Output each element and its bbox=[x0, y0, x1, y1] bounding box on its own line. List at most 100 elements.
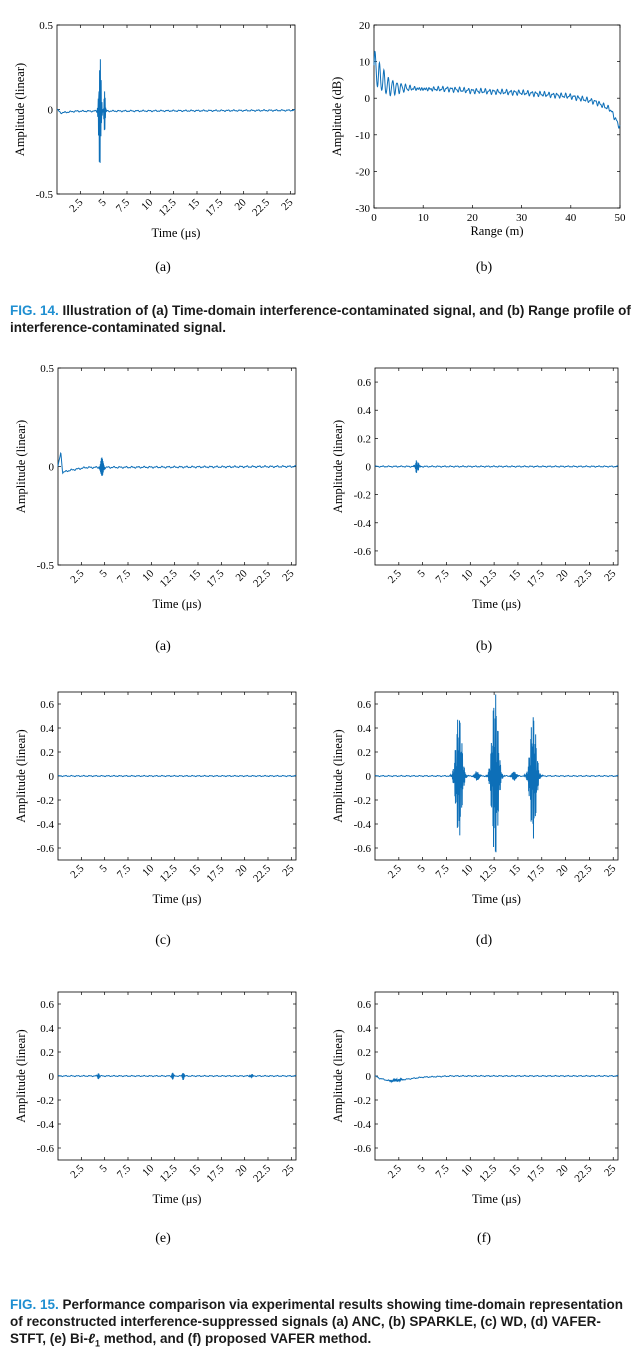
fig15d-xtick-label: 25 bbox=[602, 862, 619, 879]
fig15c-xtick-label: 12.5 bbox=[158, 862, 180, 884]
fig15d-ytick-label: -0.6 bbox=[354, 843, 372, 855]
fig15e-chart: -0.6 -0.4 -0.2 0 0.2 0.4 0.6 2.5 5 7.5 10 12.5 15 17.… bbox=[14, 991, 297, 1246]
fig15c-ytick-label: 0.4 bbox=[40, 723, 54, 735]
fig15e-ylabel: Amplitude (linear) bbox=[14, 1029, 28, 1122]
fig15f-ytick-label: 0.6 bbox=[357, 999, 371, 1011]
fig15c-xtick-label: 7.5 bbox=[115, 862, 134, 881]
fig15b-ytick-label: -0.6 bbox=[354, 546, 372, 558]
fig14b-ytick-label: -20 bbox=[355, 166, 370, 178]
fig15f-xtick-label: 2.5 bbox=[386, 1162, 405, 1181]
fig15e-xtick-label: 25 bbox=[280, 1162, 297, 1179]
fig15-caption-l1: ℓ bbox=[88, 1331, 95, 1346]
fig15-caption-text-post: method, and (f) proposed VAFER method. bbox=[99, 1331, 372, 1346]
fig15b-xtick-label: 20 bbox=[554, 567, 571, 584]
fig15f-chart: -0.6 -0.4 -0.2 0 0.2 0.4 0.6 2.5 5 7.5 10 12.5 15 17.… bbox=[331, 991, 619, 1246]
fig15c-xtick-label: 5 bbox=[97, 862, 110, 875]
fig15e-xtick-label: 20 bbox=[234, 1162, 251, 1179]
fig15d-xtick-label: 2.5 bbox=[386, 862, 405, 881]
fig15d-ytick-label: 0.2 bbox=[357, 747, 371, 759]
fig15f-ytick-label: -0.2 bbox=[354, 1095, 371, 1107]
fig15e-xtick-label: 2.5 bbox=[68, 1162, 87, 1181]
fig15a-xtick-label: 5 bbox=[97, 567, 110, 580]
fig15f-ytick-label: -0.4 bbox=[354, 1119, 372, 1131]
fig15e-xlabel: Time (μs) bbox=[153, 1192, 202, 1206]
fig15-caption-text-pre: Performance comparison via experimental … bbox=[10, 1297, 623, 1346]
fig15a-xtick-label: 7.5 bbox=[115, 567, 134, 586]
fig15b-ytick-label: 0.4 bbox=[357, 405, 371, 417]
fig15a-xtick-label: 25 bbox=[280, 567, 297, 584]
fig15f-ytick-label: 0.4 bbox=[357, 1023, 371, 1035]
fig15c-xtick-label: 22.5 bbox=[251, 862, 273, 884]
fig15b-xtick-label: 10 bbox=[459, 567, 476, 584]
fig14a-xtick-label: 10 bbox=[139, 196, 156, 213]
fig15b-sublabel: (b) bbox=[476, 639, 493, 654]
fig15c-ylabel: Amplitude (linear) bbox=[14, 729, 28, 822]
fig15b-ytick-label: 0 bbox=[366, 462, 372, 474]
fig14a-xlabel: Time (μs) bbox=[152, 226, 201, 240]
fig15a-xtick-label: 22.5 bbox=[251, 567, 273, 589]
fig15a-ytick-label: -0.5 bbox=[37, 560, 55, 572]
fig15e-xtick-label: 12.5 bbox=[158, 1162, 180, 1184]
fig15a-xtick-label: 12.5 bbox=[158, 567, 180, 589]
fig15a-ytick-label: 0 bbox=[49, 462, 55, 474]
fig15d-xtick-label: 7.5 bbox=[433, 862, 452, 881]
fig15a-chart: -0.5 0 0.5 2.5 5 7.5 10 12.5 15 17.5 20 22.5 25 Time … bbox=[14, 363, 297, 654]
fig14b-ytick-label: 0 bbox=[365, 93, 371, 105]
fig15a-sublabel: (a) bbox=[155, 639, 171, 654]
fig15a-ytick-label: 0.5 bbox=[40, 363, 54, 375]
fig15d-xtick-label: 12.5 bbox=[477, 862, 499, 884]
fig14-caption: FIG. 14. Illustration of (a) Time-domain… bbox=[10, 302, 632, 336]
fig15d-xtick-label: 5 bbox=[415, 862, 428, 875]
fig14a-xtick-label: 2.5 bbox=[67, 196, 86, 215]
fig14a-xtick-label: 12.5 bbox=[157, 196, 179, 218]
fig15f-xtick-label: 17.5 bbox=[525, 1162, 547, 1184]
fig14b-ylabel: Amplitude (dB) bbox=[330, 77, 344, 157]
fig15a-xtick-label: 15 bbox=[187, 567, 204, 584]
fig15a-xtick-label: 2.5 bbox=[68, 567, 87, 586]
fig15-caption-l1-sub: 1 bbox=[94, 1338, 100, 1349]
fig15-caption: FIG. 15. Performance comparison via expe… bbox=[10, 1296, 632, 1353]
fig15f-xtick-label: 25 bbox=[602, 1162, 619, 1179]
fig15c-xtick-label: 2.5 bbox=[68, 862, 87, 881]
fig14a-ytick-label: 0 bbox=[48, 105, 54, 117]
fig15b-xlabel: Time (μs) bbox=[472, 597, 521, 611]
fig15e-signal-line bbox=[57, 1072, 297, 1081]
fig15f-xtick-label: 15 bbox=[507, 1162, 524, 1179]
fig14a-xtick-label: 20 bbox=[233, 196, 250, 213]
fig14a-xtick-label: 25 bbox=[279, 196, 296, 213]
fig14a-sublabel: (a) bbox=[155, 260, 171, 275]
fig15a-xtick-label: 10 bbox=[140, 567, 157, 584]
fig15c-xtick-label: 10 bbox=[140, 862, 157, 879]
fig14-caption-label: FIG. 14. bbox=[10, 303, 59, 318]
fig14b-chart: -30 -20 -10 0 10 20 0 10 20 30 40 50 Range (m) Amplit… bbox=[330, 20, 626, 275]
fig15e-ytick-label: 0.2 bbox=[40, 1047, 54, 1059]
fig15e-xtick-label: 5 bbox=[97, 1162, 110, 1175]
fig15a-xtick-label: 20 bbox=[234, 567, 251, 584]
fig15f-sublabel: (f) bbox=[477, 1231, 491, 1246]
fig14b-xtick-label: 10 bbox=[418, 212, 430, 224]
fig15f-xtick-label: 22.5 bbox=[572, 1162, 594, 1184]
fig14b-xtick-label: 40 bbox=[565, 212, 577, 224]
fig15d-chart: -0.6 -0.4 -0.2 0 0.2 0.4 0.6 2.5 5 7.5 10 12.5 15 17.… bbox=[331, 691, 619, 948]
fig15f-ytick-label: 0 bbox=[366, 1071, 372, 1083]
fig14-caption-text: Illustration of (a) Time-domain interfer… bbox=[10, 303, 631, 335]
fig15f-xtick-label: 5 bbox=[415, 1162, 428, 1175]
fig15c-sublabel: (c) bbox=[155, 933, 171, 948]
fig15a-xtick-label: 17.5 bbox=[204, 567, 226, 589]
fig14b-xtick-label: 0 bbox=[371, 212, 377, 224]
fig15d-xtick-label: 17.5 bbox=[525, 862, 547, 884]
fig15e-sublabel: (e) bbox=[155, 1231, 171, 1246]
fig15e-xtick-label: 7.5 bbox=[115, 1162, 134, 1181]
fig15d-ytick-label: 0 bbox=[366, 771, 372, 783]
fig15b-xtick-label: 22.5 bbox=[572, 567, 594, 589]
fig15a-signal-line bbox=[57, 451, 297, 476]
fig15d-xlabel: Time (μs) bbox=[472, 892, 521, 906]
fig14a-xtick-label: 5 bbox=[96, 196, 109, 209]
fig14b-xtick-label: 20 bbox=[467, 212, 479, 224]
fig15e-ytick-label: -0.2 bbox=[37, 1095, 54, 1107]
fig14b-xlabel: Range (m) bbox=[470, 224, 523, 238]
fig14b-sublabel: (b) bbox=[476, 260, 493, 275]
fig15a-xlabel: Time (μs) bbox=[153, 597, 202, 611]
